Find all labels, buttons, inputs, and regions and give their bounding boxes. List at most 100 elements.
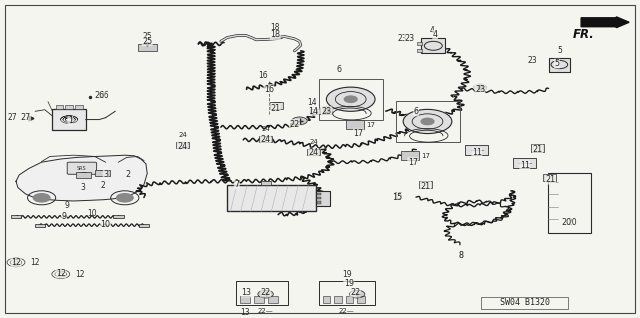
Text: 7: 7 bbox=[234, 180, 239, 189]
Text: 16: 16 bbox=[264, 85, 274, 93]
Bar bbox=[35, 224, 45, 227]
Bar bbox=[75, 105, 83, 109]
Bar bbox=[531, 144, 544, 152]
Bar bbox=[419, 181, 432, 188]
Text: 2: 2 bbox=[125, 170, 131, 179]
Text: 9: 9 bbox=[61, 212, 67, 221]
Text: 26: 26 bbox=[94, 91, 104, 100]
Text: 17: 17 bbox=[353, 129, 364, 138]
Bar bbox=[323, 296, 330, 303]
Circle shape bbox=[421, 118, 434, 125]
Text: 3: 3 bbox=[81, 183, 86, 192]
Bar bbox=[317, 109, 324, 114]
Circle shape bbox=[326, 87, 375, 111]
Bar bbox=[357, 296, 365, 303]
Text: 18: 18 bbox=[270, 31, 280, 39]
Bar bbox=[401, 151, 419, 160]
Text: 1: 1 bbox=[68, 116, 73, 125]
Text: 24: 24 bbox=[260, 135, 271, 144]
Circle shape bbox=[403, 109, 452, 134]
Bar bbox=[95, 170, 110, 176]
Text: 21: 21 bbox=[532, 145, 543, 154]
Bar bbox=[113, 215, 124, 218]
Bar bbox=[317, 201, 321, 204]
Text: 22: 22 bbox=[289, 120, 300, 128]
Circle shape bbox=[292, 117, 307, 125]
Bar bbox=[396, 101, 460, 142]
Text: 23: 23 bbox=[397, 34, 407, 43]
Bar bbox=[346, 296, 353, 303]
Text: 2: 2 bbox=[100, 181, 105, 190]
Bar bbox=[236, 281, 288, 305]
Circle shape bbox=[258, 290, 273, 298]
FancyArrow shape bbox=[581, 17, 629, 28]
Text: 13: 13 bbox=[241, 288, 252, 297]
Text: 23: 23 bbox=[528, 56, 538, 65]
Text: 8: 8 bbox=[458, 251, 463, 259]
Text: 26: 26 bbox=[99, 91, 109, 100]
Bar bbox=[76, 172, 91, 178]
Bar bbox=[317, 193, 321, 195]
Text: 17: 17 bbox=[421, 153, 430, 159]
Text: 14: 14 bbox=[308, 107, 319, 116]
Bar bbox=[268, 296, 278, 303]
Text: 12: 12 bbox=[56, 269, 66, 278]
Text: 12: 12 bbox=[75, 270, 84, 279]
Text: 19: 19 bbox=[344, 279, 354, 287]
Text: 23: 23 bbox=[475, 85, 485, 93]
Bar bbox=[317, 197, 321, 199]
Bar bbox=[421, 38, 445, 53]
Text: 9: 9 bbox=[65, 201, 70, 210]
Text: 23: 23 bbox=[404, 34, 415, 43]
FancyBboxPatch shape bbox=[67, 162, 97, 174]
Text: 12: 12 bbox=[11, 258, 21, 267]
Text: 11: 11 bbox=[472, 148, 482, 157]
Text: 15: 15 bbox=[393, 192, 403, 201]
Circle shape bbox=[344, 96, 357, 102]
Text: 6: 6 bbox=[337, 66, 342, 74]
Polygon shape bbox=[16, 155, 147, 201]
Text: 24: 24 bbox=[178, 132, 187, 138]
Text: FR.: FR. bbox=[573, 28, 595, 41]
Bar bbox=[417, 42, 422, 45]
Text: SW04 B1320: SW04 B1320 bbox=[500, 298, 550, 307]
Text: 13: 13 bbox=[240, 308, 250, 317]
Bar bbox=[138, 44, 157, 51]
Bar bbox=[11, 215, 21, 218]
Text: 22: 22 bbox=[350, 288, 360, 297]
Bar bbox=[513, 158, 536, 168]
Text: 27: 27 bbox=[20, 113, 31, 122]
Text: 5: 5 bbox=[557, 46, 562, 55]
Text: 24: 24 bbox=[308, 148, 319, 157]
Text: 4: 4 bbox=[429, 26, 435, 35]
Text: 25: 25 bbox=[142, 32, 152, 41]
Text: SRS: SRS bbox=[77, 166, 87, 171]
Bar bbox=[65, 105, 73, 109]
Circle shape bbox=[349, 290, 365, 298]
Text: 8: 8 bbox=[458, 252, 463, 260]
Text: 11: 11 bbox=[520, 161, 530, 170]
Text: 22: 22 bbox=[260, 288, 271, 297]
Bar bbox=[346, 120, 364, 129]
Circle shape bbox=[33, 194, 50, 202]
Bar bbox=[548, 173, 591, 233]
Text: 20: 20 bbox=[567, 218, 577, 227]
Bar bbox=[261, 181, 271, 185]
Text: 21: 21 bbox=[270, 104, 280, 113]
Text: 24: 24 bbox=[309, 139, 318, 145]
Bar bbox=[270, 102, 283, 109]
Text: 3: 3 bbox=[103, 170, 108, 179]
Bar bbox=[52, 109, 86, 130]
Text: 25: 25 bbox=[142, 37, 152, 46]
Bar bbox=[417, 49, 422, 52]
Text: 23: 23 bbox=[321, 107, 332, 116]
Text: 6: 6 bbox=[413, 107, 419, 116]
Bar bbox=[549, 58, 570, 72]
Bar bbox=[176, 142, 189, 148]
Bar bbox=[307, 149, 320, 155]
Text: 16: 16 bbox=[258, 71, 268, 80]
Bar bbox=[139, 224, 149, 227]
Bar bbox=[481, 297, 568, 309]
Text: 19: 19 bbox=[342, 270, 352, 279]
Text: 15: 15 bbox=[392, 193, 402, 202]
